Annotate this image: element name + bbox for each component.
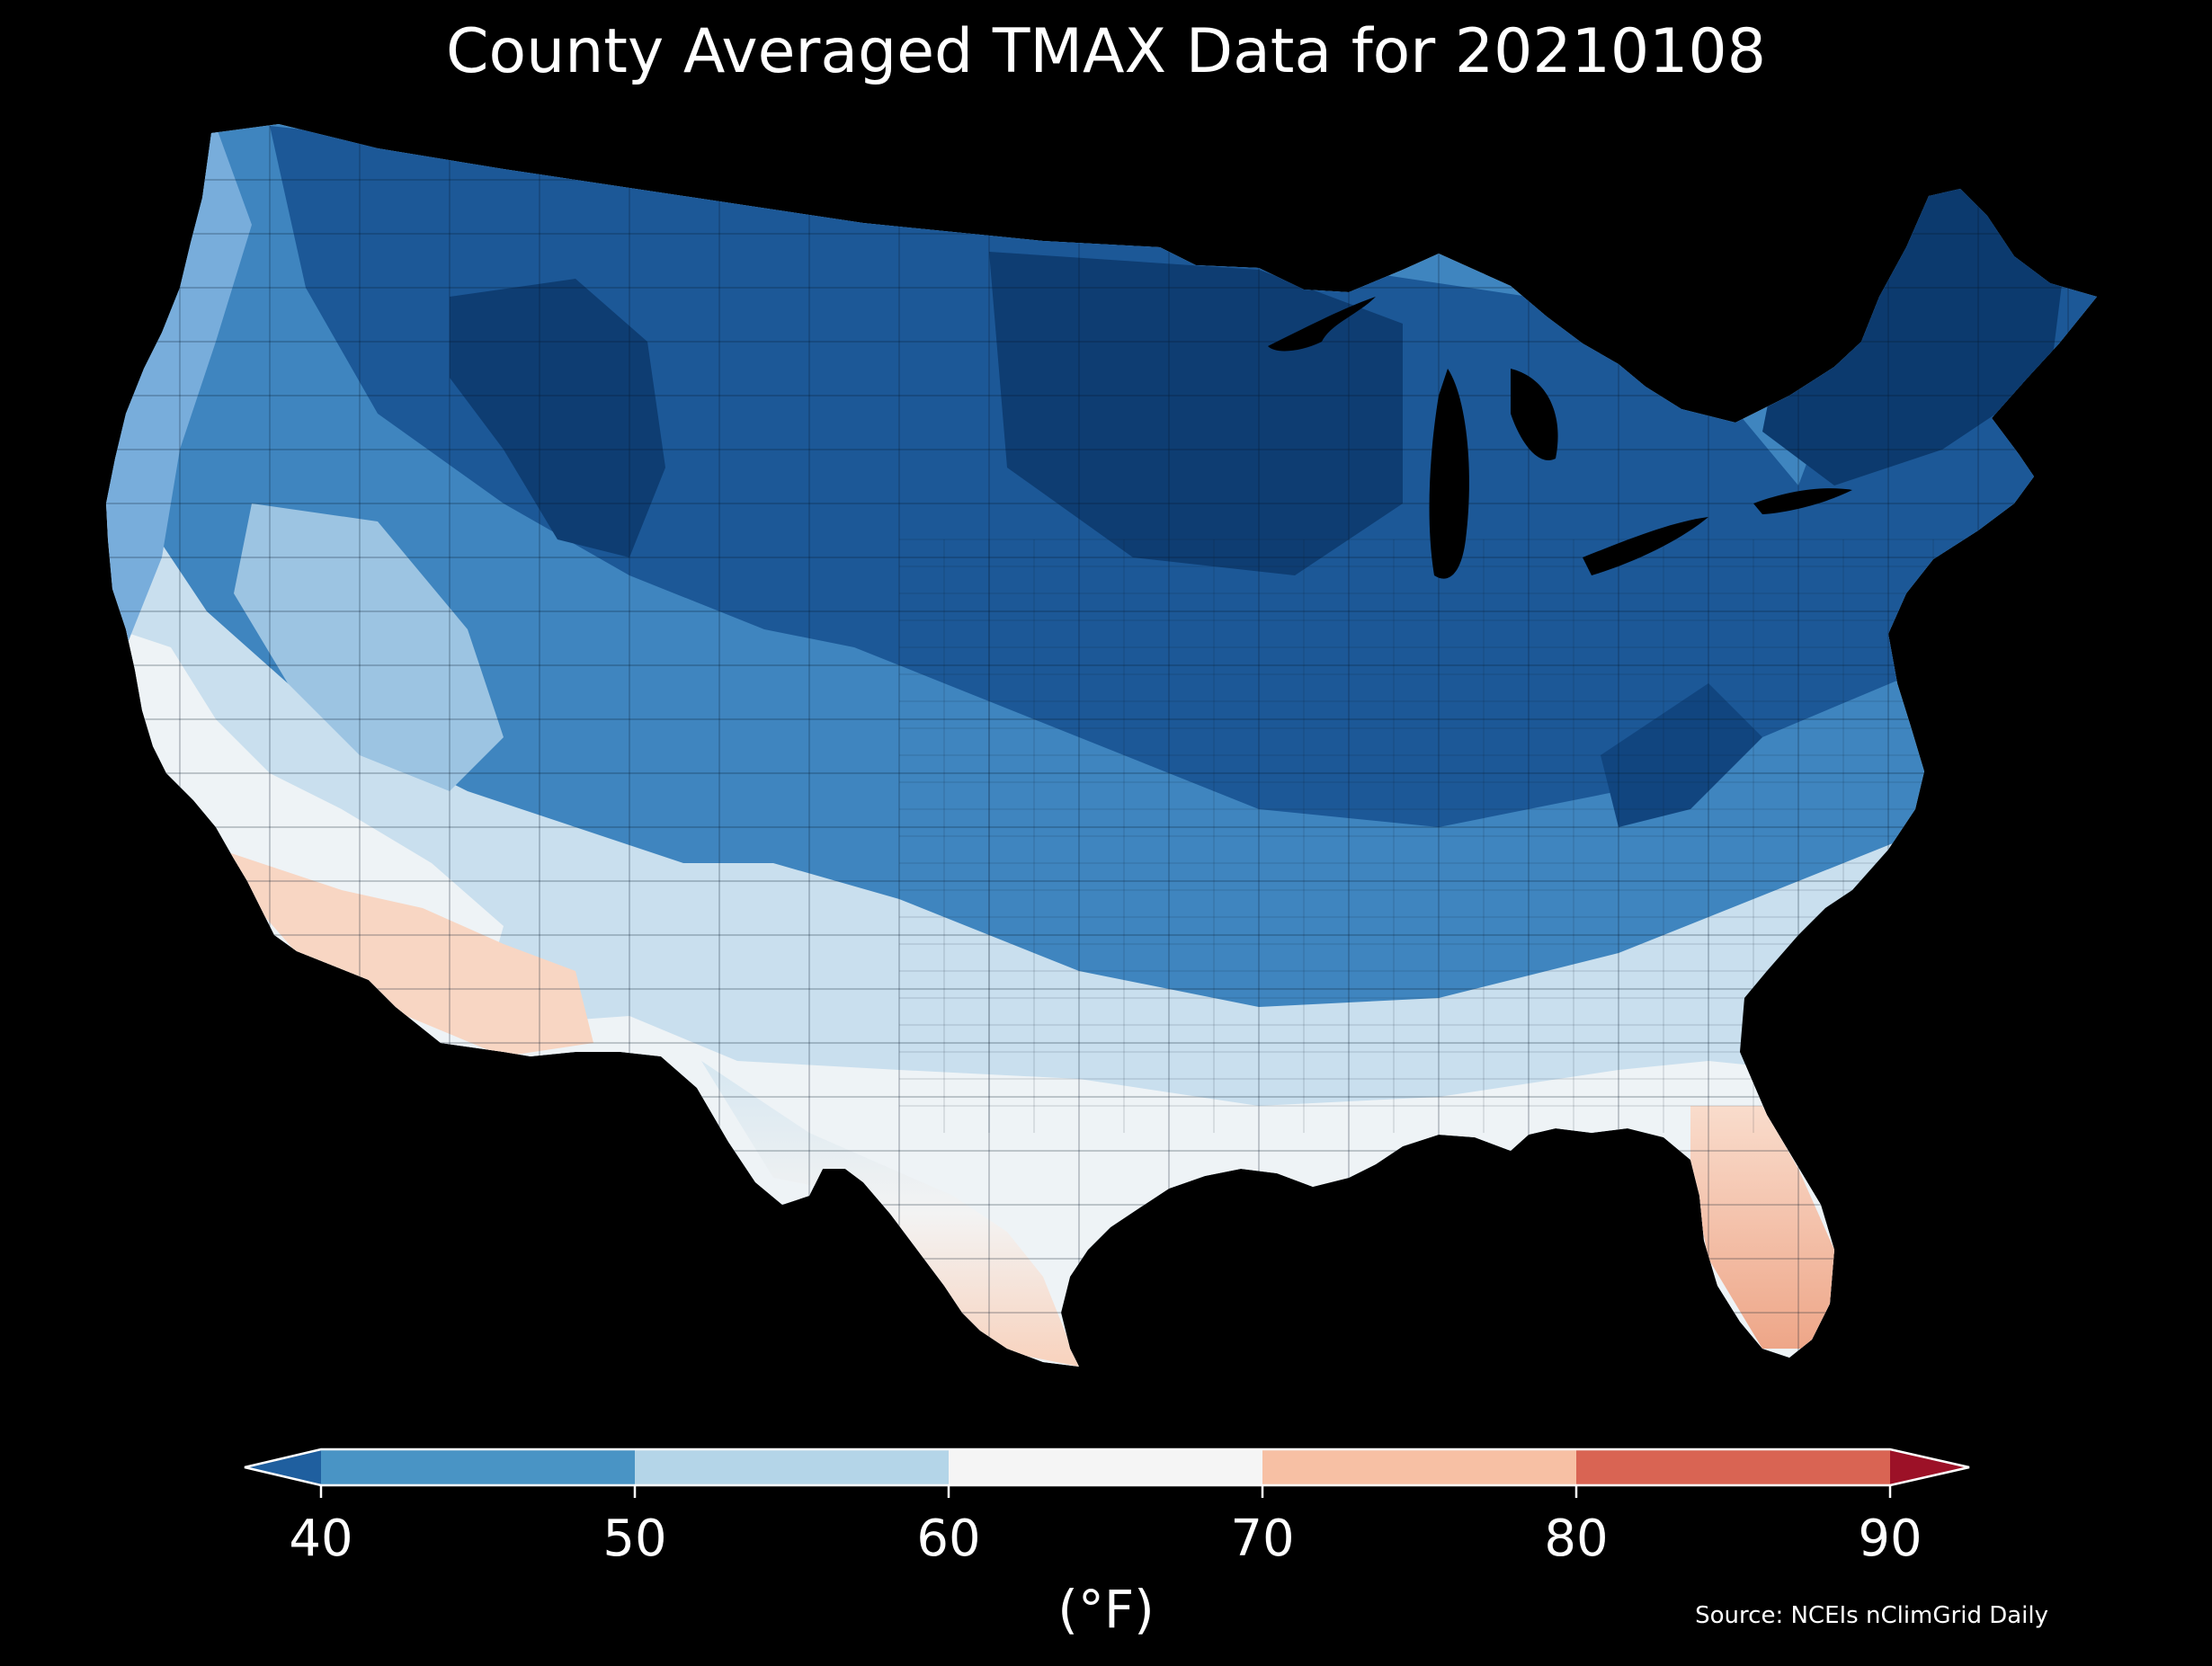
tick-label-50: 50 xyxy=(602,1510,666,1568)
lake-erie xyxy=(1583,517,1708,575)
tick-label-70: 70 xyxy=(1230,1510,1294,1568)
region-core-rockies xyxy=(450,279,665,557)
colorbar-bin-70-80 xyxy=(1262,1449,1576,1485)
map-title: County Averaged TMAX Data for 20210108 xyxy=(446,16,1766,87)
tick-label-60: 60 xyxy=(916,1510,980,1568)
region-70-80-southwest xyxy=(180,836,593,1056)
county-map xyxy=(106,124,2097,1367)
colorbar-extend-low xyxy=(245,1449,321,1485)
region-70-80-south-texas xyxy=(701,1061,1079,1367)
colorbar-extend-high xyxy=(1890,1449,1969,1485)
lake-michigan xyxy=(1429,369,1469,579)
source-credit: Source: NCEIs nClimGrid Daily xyxy=(1695,1602,2048,1629)
lake-superior xyxy=(1268,297,1376,352)
lake-huron xyxy=(1511,369,1558,460)
colorbar-ticks xyxy=(319,1485,1892,1498)
colorbar-bin-80-90 xyxy=(1576,1449,1890,1485)
county-grid xyxy=(106,124,2097,1367)
county-grid-fine xyxy=(899,539,1978,1133)
colorbar-bin-40-50 xyxy=(321,1449,635,1485)
tick-label-40: 40 xyxy=(289,1510,352,1568)
tick-label-90: 90 xyxy=(1858,1510,1922,1568)
colorbar-unit-label: (°F) xyxy=(1057,1579,1155,1640)
region-nevada-basin xyxy=(234,503,504,791)
colorbar-bin-60-70 xyxy=(949,1449,1262,1485)
region-70-80-florida xyxy=(1690,1106,1834,1349)
lake-ontario xyxy=(1753,488,1852,514)
great-lakes xyxy=(1268,297,1852,579)
region-60-70-california xyxy=(117,629,504,989)
region-core-appalachia xyxy=(1601,683,1762,827)
colorbar-bin-50-60 xyxy=(635,1449,949,1485)
tick-label-80: 80 xyxy=(1544,1510,1608,1568)
